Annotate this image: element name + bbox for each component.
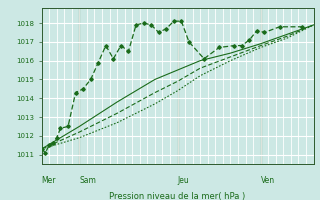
Text: Mer: Mer <box>42 176 56 185</box>
Text: Sam: Sam <box>79 176 96 185</box>
Text: Pression niveau de la mer( hPa ): Pression niveau de la mer( hPa ) <box>109 192 246 200</box>
Text: Ven: Ven <box>261 176 275 185</box>
Text: Jeu: Jeu <box>178 176 189 185</box>
